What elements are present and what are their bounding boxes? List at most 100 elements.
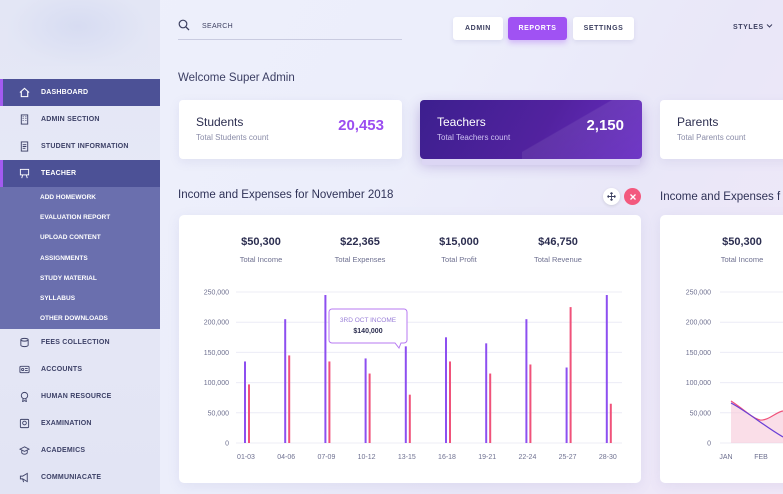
teacher-submenu: ADD HOMEWORK EVALUATION REPORT UPLOAD CO… <box>0 187 160 330</box>
submenu-item-upload-content[interactable]: UPLOAD CONTENT <box>40 234 101 242</box>
kpi-value: $22,365 <box>340 236 380 248</box>
sidebar-menu: DASHBOARD ADMIN SECTION STUDENT INFORMAT… <box>0 79 160 491</box>
kpi-label: Total Revenue <box>534 255 582 264</box>
bar-expenses[interactable] <box>368 373 371 443</box>
card-subtitle: Total Students count <box>196 133 269 142</box>
kpi-total-expenses: $22,365 Total Expenses <box>315 236 405 264</box>
card-title: Teachers <box>437 115 486 129</box>
bar-expenses[interactable] <box>569 307 572 443</box>
bar-income[interactable] <box>565 367 568 444</box>
bar-income[interactable] <box>404 346 407 443</box>
bar-income[interactable] <box>364 358 367 443</box>
page-title: Welcome Super Admin <box>178 72 295 84</box>
sidebar-item-fees-collection[interactable]: FEES COLLECTION <box>0 329 160 356</box>
x-tick-label: 22-24 <box>518 454 536 461</box>
coins-icon <box>18 337 30 349</box>
bar-income[interactable] <box>445 337 447 443</box>
y-tick-label: 150,000 <box>686 350 711 357</box>
income-section-title: Income and Expenses for November 2018 <box>178 189 394 201</box>
kpi-total-revenue: $46,750 Total Revenue <box>513 236 603 264</box>
settings-button[interactable]: SETTINGS <box>573 17 634 40</box>
sidebar-item-communiacate[interactable]: COMMUNIACATE <box>0 464 160 491</box>
bar-expenses[interactable] <box>449 361 451 443</box>
move-icon <box>607 188 616 206</box>
reports-button[interactable]: REPORTS <box>508 17 567 40</box>
sidebar-item-teacher[interactable]: TEACHER <box>0 160 160 187</box>
building-icon <box>18 114 30 126</box>
x-tick-label: 01-03 <box>237 454 255 461</box>
move-button[interactable] <box>603 188 620 205</box>
home-icon <box>18 87 30 99</box>
x-tick-label: 10-12 <box>358 454 376 461</box>
submenu-item-add-homework[interactable]: ADD HOMEWORK <box>40 193 96 201</box>
certificate-icon <box>18 418 30 430</box>
bar-expenses[interactable] <box>529 364 532 443</box>
x-tick-label: JAN <box>719 454 732 461</box>
y-tick-label: 0 <box>225 441 229 448</box>
y-tick-label: 250,000 <box>686 290 711 297</box>
search-bar[interactable]: SEARCH <box>178 14 402 40</box>
megaphone-icon <box>18 472 30 484</box>
sidebar-item-admin-section[interactable]: ADMIN SECTION <box>0 106 160 133</box>
y-tick-label: 0 <box>707 441 711 448</box>
logo <box>8 0 148 66</box>
sidebar-item-label: COMMUNIACATE <box>41 474 102 482</box>
tooltip-title: 3RD OCT INCOME <box>340 317 397 324</box>
sidebar-item-label: STUDENT INFORMATION <box>41 143 129 150</box>
students-card[interactable]: Students Total Students count 20,453 <box>179 100 402 159</box>
bar-expenses[interactable] <box>248 384 250 443</box>
submenu-item-assignments[interactable]: ASSIGNMENTS <box>40 254 88 262</box>
sidebar-item-label: ADMIN SECTION <box>41 116 100 123</box>
search-input[interactable]: SEARCH <box>202 23 233 30</box>
sidebar-item-label: FEES COLLECTION <box>41 339 110 347</box>
parents-card[interactable]: Parents Total Parents count <box>660 100 783 159</box>
sidebar-item-label: HUMAN RESOURCE <box>41 393 112 401</box>
sidebar-item-dashboard[interactable]: DASHBOARD <box>0 79 160 106</box>
bar-income[interactable] <box>485 343 488 443</box>
bar-income[interactable] <box>244 361 246 443</box>
mortarboard-icon <box>18 445 30 457</box>
submenu-item-evaluation-report[interactable]: EVALUATION REPORT <box>40 213 111 221</box>
bar-expenses[interactable] <box>288 355 291 443</box>
search-icon[interactable] <box>178 18 190 36</box>
y-tick-label: 250,000 <box>204 290 229 297</box>
y-tick-label: 150,000 <box>204 350 229 357</box>
easel-icon <box>18 168 30 180</box>
styles-dropdown[interactable]: STYLES <box>733 23 773 31</box>
card-value: 20,453 <box>338 117 384 134</box>
area-line-expenses <box>730 400 783 421</box>
x-tick-label: FEB <box>754 454 768 461</box>
submenu-item-study-material[interactable]: STUDY MATERIAL <box>40 274 97 282</box>
x-tick-label: 16-18 <box>438 454 456 461</box>
bar-income[interactable] <box>525 319 528 443</box>
sidebar-item-academics[interactable]: ACADEMICS <box>0 437 160 464</box>
sidebar-item-accounts[interactable]: ACCOUNTS <box>0 356 160 383</box>
sidebar-item-examination[interactable]: EXAMINATION <box>0 410 160 437</box>
bar-income[interactable] <box>324 295 327 443</box>
bar-expenses[interactable] <box>609 403 612 443</box>
teachers-card[interactable]: Teachers Total Teachers count 2,150 <box>420 100 642 159</box>
award-icon <box>18 391 30 403</box>
kpi-label: Total Expenses <box>334 255 386 264</box>
kpi-value: $50,300 <box>241 236 281 248</box>
bar-income[interactable] <box>284 319 287 443</box>
bar-expenses[interactable] <box>489 373 492 443</box>
submenu-item-syllabus[interactable]: SYLLABUS <box>40 295 76 303</box>
x-tick-label: 13-15 <box>398 454 416 461</box>
bar-expenses[interactable] <box>408 394 411 443</box>
x-tick-label: 07-09 <box>317 454 335 461</box>
x-tick-label: 25-27 <box>559 454 577 461</box>
close-button[interactable] <box>624 188 641 205</box>
admin-button[interactable]: ADMIN <box>453 17 503 40</box>
y-tick-label: 100,000 <box>686 380 711 387</box>
sidebar-item-human-resource[interactable]: HUMAN RESOURCE <box>0 383 160 410</box>
bar-income[interactable] <box>605 295 608 443</box>
sidebar-item-student-information[interactable]: STUDENT INFORMATION <box>0 133 160 160</box>
bar-expenses[interactable] <box>328 361 331 443</box>
card-title: Parents <box>677 115 719 129</box>
kpi-total-income: $50,300 Total Income <box>216 236 306 264</box>
submenu-item-other-downloads[interactable]: OTHER DOWNLOADS <box>40 315 108 323</box>
kpi-value: $50,300 <box>722 236 762 248</box>
